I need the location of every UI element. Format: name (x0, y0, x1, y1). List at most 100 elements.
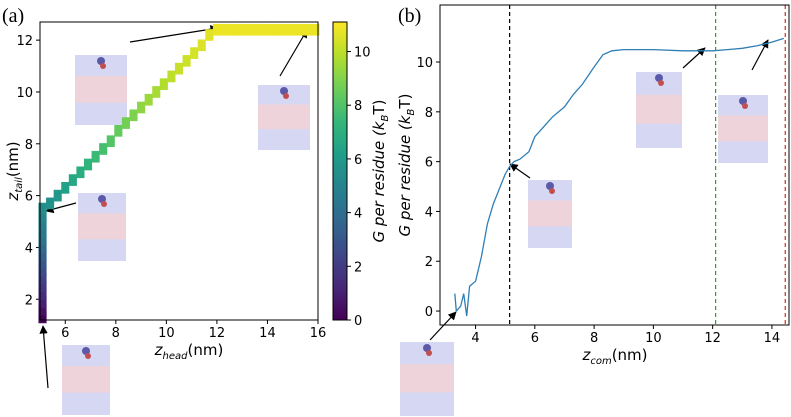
arrow (279, 29, 308, 77)
heat-cell (197, 39, 206, 52)
heat-cell (144, 93, 153, 106)
y-tick-label: 6 (25, 190, 33, 205)
protein (100, 63, 106, 69)
axis-label: zcom(nm) (581, 346, 647, 367)
x-tick-label: 12 (704, 331, 721, 346)
heat-cell (228, 23, 237, 36)
label-part: z (581, 346, 591, 364)
heat-cell (38, 311, 47, 324)
x-tick-label: 8 (112, 326, 120, 341)
panel-label: (b) (398, 5, 421, 27)
y-tick-label: 4 (25, 241, 33, 256)
protein (658, 80, 664, 86)
frame (39, 21, 319, 321)
protein (426, 350, 432, 356)
heat-cell (38, 249, 47, 262)
x-tick-label: 6 (61, 326, 69, 341)
heat-cell (190, 47, 199, 59)
heat-cell (137, 101, 146, 114)
heat-cell (38, 303, 47, 316)
colorbar (332, 21, 348, 321)
heat-cell (281, 23, 290, 36)
heat-cell (83, 158, 93, 171)
protein (283, 93, 289, 99)
heat-cell (258, 23, 267, 36)
heat-cell (288, 23, 297, 36)
heat-cell (38, 218, 47, 230)
heat-cell (243, 23, 252, 36)
heat-cell (91, 150, 100, 163)
heat-cell (235, 23, 244, 36)
x-tick-label: 12 (209, 326, 226, 341)
line (454, 37, 784, 317)
label-part: G per residue (k (396, 114, 414, 236)
label-part: B (406, 108, 417, 115)
label-part: (nm) (4, 141, 22, 177)
protein (85, 353, 91, 359)
heat-cell (159, 78, 168, 91)
protein (549, 188, 555, 194)
membrane-core (528, 200, 572, 227)
heat-cell (311, 23, 320, 36)
x-tick-label: 10 (158, 326, 175, 341)
label-part: (nm) (188, 341, 224, 359)
y-tick-label: 10 (416, 56, 433, 71)
heat-cell (61, 182, 70, 194)
colorbar-tick-label: 4 (354, 207, 362, 222)
arrow (45, 202, 77, 214)
arrow (39, 325, 49, 389)
axis-label: zhead(nm) (154, 341, 224, 362)
frame (439, 4, 790, 326)
heat-cell (38, 257, 47, 269)
label-part: B (380, 114, 391, 121)
x-tick-label: 10 (645, 331, 662, 346)
heat-cell (46, 197, 55, 210)
x-tick-label: 16 (310, 326, 327, 341)
membrane-core (718, 115, 768, 142)
heat-cell (212, 23, 221, 36)
heat-cell (129, 109, 138, 122)
membrane-core (636, 94, 682, 124)
heat-cell (182, 55, 191, 67)
x-tick-label: 4 (471, 331, 479, 346)
heat-cell (273, 23, 282, 36)
x-tick-label: 14 (259, 326, 276, 341)
label-part: (nm) (612, 346, 648, 364)
heat-cell (152, 86, 161, 98)
heat-cell (167, 70, 176, 83)
heat-cell (38, 241, 47, 254)
x-tick-label: 8 (590, 331, 598, 346)
membrane-core (400, 364, 454, 393)
protein (101, 201, 107, 207)
label-part: tail (14, 177, 25, 193)
heat-cell (114, 125, 123, 137)
colorbar-tick-label: 0 (354, 314, 362, 329)
heat-cell (121, 117, 130, 129)
axis-label: ztail(nm) (4, 141, 25, 201)
colorbar-tick-label: 6 (354, 153, 362, 168)
heat-cell (174, 62, 184, 75)
colorbar-tick-label: 10 (354, 46, 371, 61)
arrow (129, 25, 219, 43)
label-part: head (163, 351, 189, 362)
membrane-core (62, 366, 110, 393)
label-part: com (590, 356, 612, 367)
axis-label: G per residue (kBT) (396, 94, 417, 237)
heat-cell (38, 272, 47, 285)
y-tick-label: 2 (425, 255, 433, 270)
membrane-core (258, 104, 310, 130)
label-part: G per residue (k (370, 120, 388, 242)
y-tick-label: 2 (25, 293, 33, 308)
colorbar-tick-label: 8 (354, 99, 362, 114)
heat-cell (68, 174, 77, 186)
heat-cell (38, 264, 47, 277)
label-part: z (154, 341, 164, 359)
y-tick-label: 10 (16, 86, 33, 101)
heat-cell (38, 210, 47, 223)
x-tick-label: 14 (764, 331, 781, 346)
y-tick-label: 12 (16, 34, 33, 49)
y-tick-label: 6 (425, 156, 433, 171)
heat-cell (250, 23, 259, 36)
colorbar-tick-label: 2 (354, 260, 362, 275)
